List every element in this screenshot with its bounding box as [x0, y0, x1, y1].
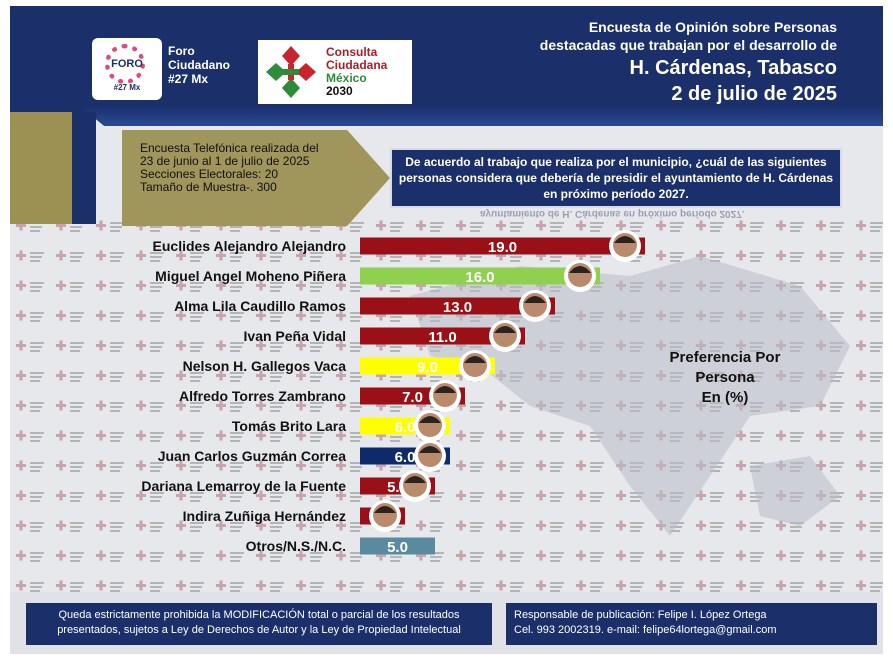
report-title: Encuesta de Opinión sobre Personas desta…: [540, 18, 837, 106]
candidate-photo: [414, 410, 446, 442]
candidate-photo: [399, 470, 431, 502]
foro-ciudadano-logo: FORO #27 Mx: [92, 38, 162, 100]
navy-side-band: [72, 112, 96, 224]
value-label: 5.0: [387, 539, 408, 556]
value-label: 6.0: [395, 419, 416, 436]
method-line: 23 de junio al 1 de julio de 2025: [140, 154, 310, 168]
candidate-photo: [414, 440, 446, 472]
candidate-photo: [519, 290, 551, 322]
consulta-line: México: [326, 71, 367, 85]
title-date: 2 de julio de 2025: [671, 83, 837, 105]
bar: [360, 237, 645, 255]
title-line-1: Encuesta de Opinión sobre Personas: [588, 19, 837, 35]
bar: [360, 267, 600, 285]
candidate-photo: [369, 500, 401, 532]
value-label: 7.0: [402, 389, 423, 406]
copyright-line: Queda estrictamente prohibida la MODIFIC…: [58, 609, 460, 621]
preference-bar-chart: Euclides Alejandro Alejandro 19.0 Miguel A…: [141, 230, 645, 556]
value-label: 16.0: [465, 269, 494, 286]
candidate-photo: [609, 230, 641, 262]
copyright-notice: Queda estrictamente prohibida la MODIFIC…: [26, 603, 492, 645]
olive-side-band: [10, 112, 72, 224]
foro-logo-ring: [105, 44, 145, 84]
side-label-line: Persona: [695, 369, 755, 386]
method-line: Encuesta Telefónica realizada del: [140, 141, 319, 155]
candidate-photo: [489, 320, 521, 352]
category-label: Miguel Angel Moheno Piñera: [155, 268, 346, 284]
value-label: 9.0: [417, 359, 438, 376]
candidate-photo: [459, 350, 491, 382]
value-label: 19.0: [488, 239, 517, 256]
chart-side-label: Preferencia Por Persona En (%): [650, 348, 800, 408]
world-map-shape: [410, 256, 850, 536]
side-label-line: En (%): [701, 389, 749, 406]
category-label: Indira Zuñiga Hernández: [183, 508, 346, 524]
foro-text-line: Ciudadano: [168, 58, 230, 72]
foro-text-line: #27 Mx: [168, 72, 209, 86]
consulta-logo-text: Consulta Ciudadana México 2030: [326, 46, 387, 98]
consulta-line: 2030: [326, 84, 353, 98]
title-location: H. Cárdenas, Tabasco: [629, 57, 837, 79]
bar: [360, 297, 555, 315]
methodology-box: Encuesta Telefónica realizada del 23 de …: [122, 130, 390, 226]
foro-text-line: Foro: [168, 44, 195, 58]
consulta-emblem-icon: [266, 46, 316, 98]
category-label: Juan Carlos Guzmán Correa: [158, 448, 346, 464]
side-label-line: Preferencia Por: [669, 349, 781, 366]
value-label: 6.0: [395, 449, 416, 466]
infographic-panel: FORO #27 Mx Foro Ciudadano #27 Mx Consul…: [10, 6, 883, 654]
category-label: Alfredo Torres Zambrano: [179, 388, 346, 404]
title-line-2: destacadas que trabajan por el desarroll…: [539, 37, 837, 53]
header-accent: [80, 106, 883, 126]
bar: [360, 327, 525, 345]
category-label: Alma Lila Caudillo Ramos: [174, 298, 346, 314]
publisher-contact-line: Cel. 993 2002319. e-mail: felipe64lorteg…: [514, 624, 777, 636]
method-line: Tamaño de Muestra-. 300: [140, 180, 277, 194]
consulta-ciudadana-logo: Consulta Ciudadana México 2030: [258, 40, 412, 104]
category-label: Ivan Peña Vidal: [244, 328, 346, 344]
copyright-line: presentados, sujetos a Ley de Derechos d…: [57, 624, 461, 636]
category-label: Otros/N.S./N.C.: [246, 538, 346, 554]
category-label: Tomás Brito Lara: [232, 418, 346, 434]
consulta-line: Consulta: [326, 45, 378, 59]
value-label: 13.0: [443, 299, 472, 316]
consulta-line: Ciudadana: [326, 58, 388, 72]
publisher-line: Responsable de publicación: Felipe I. Ló…: [514, 609, 767, 621]
category-label: Nelson H. Gallegos Vaca: [183, 358, 347, 374]
category-label: Euclides Alejandro Alejandro: [153, 238, 346, 254]
survey-question: De acuerdo al trabajo que realiza por el…: [390, 148, 842, 208]
foro-logo-word: FORO: [111, 58, 143, 70]
category-label: Dariana Lemarroy de la Fuente: [141, 478, 346, 494]
candidate-photo: [564, 260, 596, 292]
bar: [360, 537, 435, 555]
publisher-contact: Responsable de publicación: Felipe I. Ló…: [506, 603, 877, 645]
foro-logo-number: #27 Mx: [113, 83, 141, 92]
foro-ciudadano-text: Foro Ciudadano #27 Mx: [168, 44, 230, 86]
candidate-photo: [429, 380, 461, 412]
method-line: Secciones Electorales: 20: [140, 167, 279, 181]
value-label: 11.0: [428, 329, 456, 346]
